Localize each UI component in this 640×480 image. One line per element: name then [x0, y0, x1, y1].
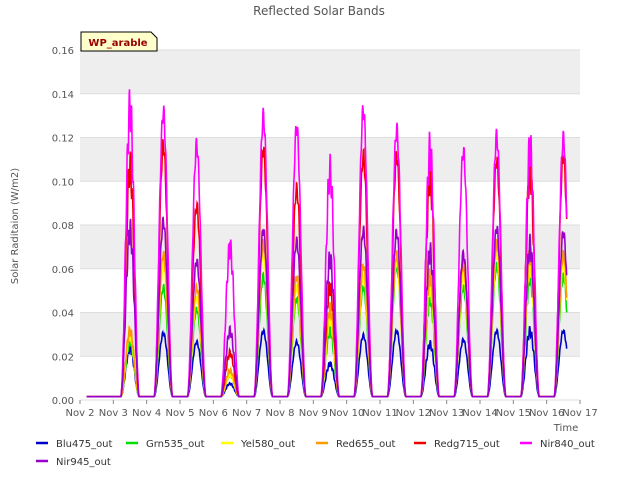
- legend-label: Redg715_out: [434, 439, 500, 450]
- y-axis-label: Solar Raditaion (W/m2): [10, 168, 21, 284]
- x-tick-label: Nov 11: [362, 408, 397, 419]
- x-tick-label: Nov 9: [299, 408, 328, 419]
- legend-label: Nir945_out: [56, 457, 111, 468]
- x-tick-label: Nov 2: [65, 408, 94, 419]
- y-tick-label: 0.06: [52, 265, 74, 276]
- x-tick-label: Nov 7: [232, 408, 261, 419]
- x-tick-label: Nov 15: [496, 408, 531, 419]
- x-tick-label: Nov 12: [396, 408, 431, 419]
- legend-label: Blu475_out: [56, 439, 113, 450]
- x-tick-label: Nov 16: [529, 408, 564, 419]
- station-badge: WP_arable: [80, 31, 158, 52]
- badge-label: WP_arable: [88, 38, 147, 49]
- plot-area: [80, 49, 580, 401]
- series-line-nir945-out: [86, 216, 568, 398]
- x-tick-label: Nov 13: [429, 408, 464, 419]
- series-lines: [86, 89, 568, 398]
- y-tick-label: 0.08: [52, 221, 74, 232]
- x-axis-label: Time: [553, 423, 578, 434]
- x-tick-label: Nov 3: [99, 408, 128, 419]
- y-tick-label: 0.02: [52, 352, 74, 363]
- x-tick-label: Nov 5: [165, 408, 194, 419]
- legend-label: Yel580_out: [240, 439, 295, 450]
- y-tick-label: 0.14: [52, 90, 74, 101]
- badge-box: [80, 31, 158, 52]
- y-tick-label: 0.04: [52, 309, 74, 320]
- x-tick-label: Nov 10: [329, 408, 364, 419]
- x-tick-label: Nov 17: [562, 408, 597, 419]
- x-tick-label: Nov 14: [462, 408, 497, 419]
- legend-label: Red655_out: [336, 439, 396, 450]
- y-tick-label: 0.00: [52, 396, 74, 407]
- legend: Blu475_out Grn535_out Yel580_out Red655_out…: [36, 439, 595, 468]
- y-tick-label: 0.12: [52, 134, 74, 145]
- y-tick-label: 0.10: [52, 177, 74, 188]
- x-tick-label: Nov 6: [199, 408, 228, 419]
- grid-band: [80, 50, 580, 94]
- x-tick-label: Nov 8: [265, 408, 294, 419]
- x-axis: Nov 2 Nov 3 Nov 4 Nov 5 Nov 6 Nov 7 Nov 8 Nov 9…: [65, 400, 598, 419]
- x-tick-label: Nov 4: [132, 408, 161, 419]
- legend-label: Nir840_out: [540, 439, 595, 450]
- chart-title: Reflected Solar Bands: [253, 4, 385, 18]
- y-tick-label: 0.16: [52, 46, 74, 57]
- legend-label: Grn535_out: [146, 439, 205, 450]
- y-axis: 0.00 0.02 0.04 0.06 0.08 0.10 0.12 0.14 0.16: [52, 46, 74, 407]
